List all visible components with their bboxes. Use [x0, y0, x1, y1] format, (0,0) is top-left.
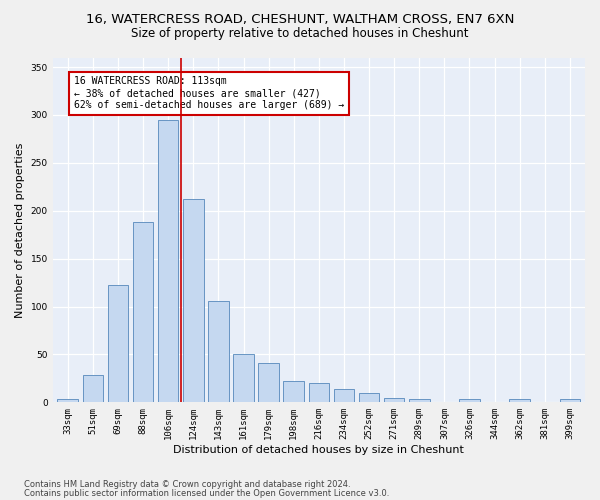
Bar: [509, 400, 530, 402]
Bar: [283, 382, 304, 402]
Bar: [359, 393, 379, 402]
X-axis label: Distribution of detached houses by size in Cheshunt: Distribution of detached houses by size …: [173, 445, 464, 455]
Bar: [133, 222, 154, 402]
Text: Contains public sector information licensed under the Open Government Licence v3: Contains public sector information licen…: [24, 489, 389, 498]
Bar: [208, 301, 229, 402]
Bar: [83, 374, 103, 402]
Y-axis label: Number of detached properties: Number of detached properties: [15, 142, 25, 318]
Bar: [233, 354, 254, 403]
Bar: [183, 200, 203, 402]
Text: 16, WATERCRESS ROAD, CHESHUNT, WALTHAM CROSS, EN7 6XN: 16, WATERCRESS ROAD, CHESHUNT, WALTHAM C…: [86, 12, 514, 26]
Bar: [308, 383, 329, 402]
Text: Contains HM Land Registry data © Crown copyright and database right 2024.: Contains HM Land Registry data © Crown c…: [24, 480, 350, 489]
Bar: [334, 389, 354, 402]
Bar: [384, 398, 404, 402]
Bar: [158, 120, 178, 403]
Bar: [58, 398, 78, 402]
Bar: [560, 400, 580, 402]
Text: Size of property relative to detached houses in Cheshunt: Size of property relative to detached ho…: [131, 28, 469, 40]
Bar: [259, 363, 279, 403]
Bar: [459, 400, 480, 402]
Bar: [409, 400, 430, 402]
Bar: [107, 286, 128, 403]
Text: 16 WATERCRESS ROAD: 113sqm
← 38% of detached houses are smaller (427)
62% of sem: 16 WATERCRESS ROAD: 113sqm ← 38% of deta…: [74, 76, 344, 110]
